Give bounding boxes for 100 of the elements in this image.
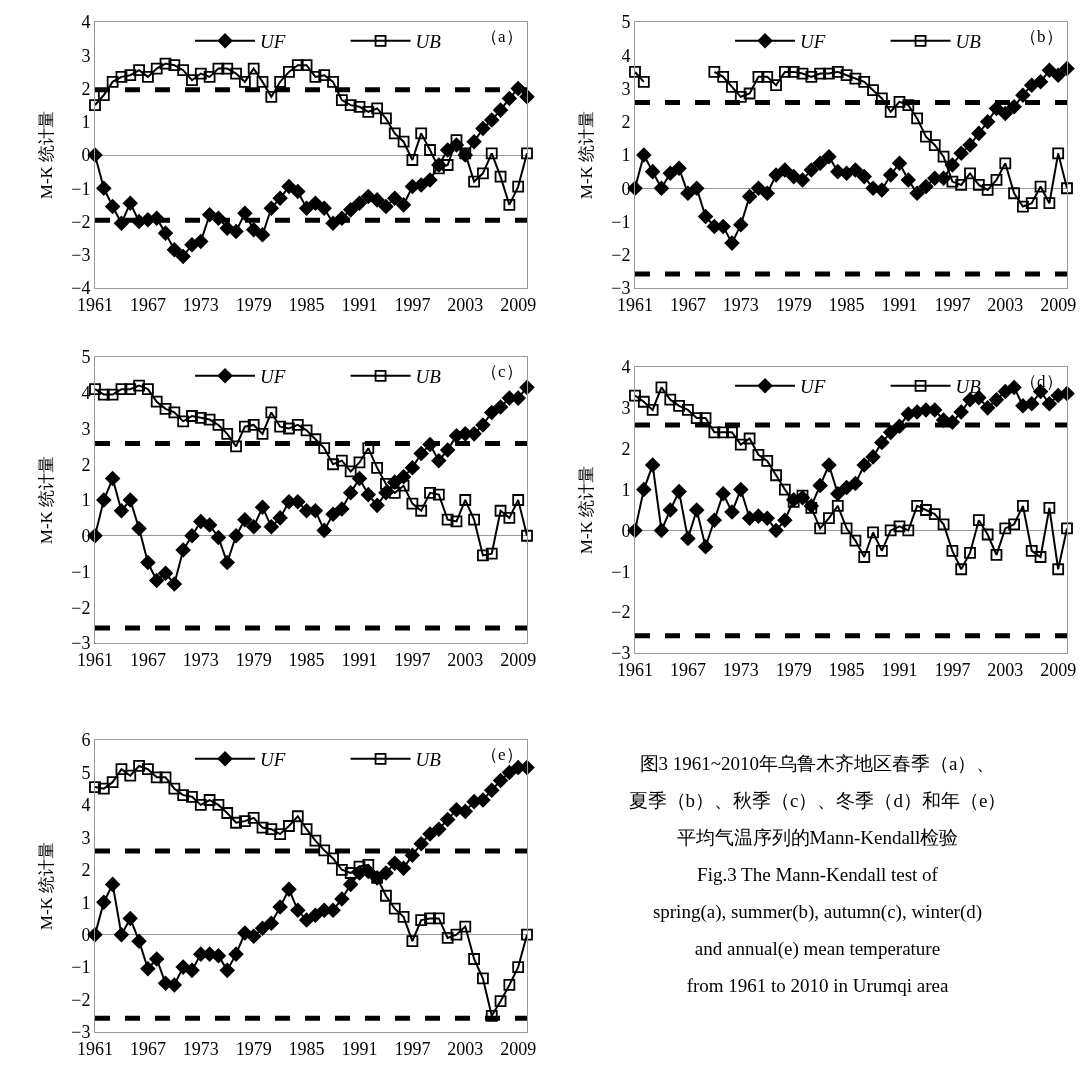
point	[184, 962, 200, 978]
point	[865, 449, 881, 465]
point	[673, 399, 685, 412]
point	[343, 202, 359, 218]
point	[777, 512, 793, 528]
point	[805, 70, 818, 83]
point	[290, 902, 306, 918]
point	[263, 519, 279, 535]
point	[761, 455, 774, 467]
legend-label: UF	[260, 31, 286, 53]
x-tick-label: 1979	[775, 294, 812, 315]
point	[440, 812, 456, 827]
point	[255, 499, 270, 515]
point	[937, 518, 950, 531]
point	[831, 65, 844, 78]
text: spring(a), summer(b), autumn(c), winter(d)	[651, 900, 984, 924]
point	[761, 70, 774, 83]
point	[343, 485, 359, 501]
x-tick-label: 2009	[500, 649, 537, 670]
point	[309, 834, 322, 847]
y-tick-label: −2	[611, 245, 631, 266]
point	[246, 519, 262, 535]
point	[734, 90, 747, 103]
x-tick-label: 1967	[129, 1038, 166, 1059]
point	[387, 855, 403, 871]
point	[717, 70, 730, 83]
y-tick-label: 3	[621, 78, 631, 99]
point	[177, 789, 190, 802]
point	[654, 523, 669, 538]
x-tick-label: 1985	[828, 294, 865, 315]
point	[494, 504, 507, 517]
point	[884, 524, 897, 537]
point	[733, 217, 749, 233]
point	[503, 198, 516, 211]
point	[892, 418, 907, 434]
point	[352, 471, 367, 486]
legend-label: UB	[415, 31, 442, 53]
x-tick-label: 1973	[182, 1038, 219, 1059]
point	[186, 790, 198, 803]
point	[397, 135, 410, 148]
point	[814, 522, 827, 535]
point	[159, 771, 172, 784]
point	[981, 528, 994, 541]
point	[159, 57, 172, 70]
point	[812, 155, 828, 171]
point	[122, 911, 138, 926]
y-tick-label: 4	[81, 795, 91, 816]
point	[114, 215, 129, 231]
point	[883, 424, 899, 440]
point	[106, 388, 119, 401]
point	[265, 90, 278, 103]
point	[124, 769, 137, 782]
x-tick-label: 1979	[775, 659, 812, 680]
point	[689, 502, 705, 518]
point	[893, 520, 906, 533]
point	[840, 522, 853, 535]
x-tick-label: 1967	[129, 294, 166, 315]
y-axis-title: M-K 统计量	[576, 465, 596, 555]
point	[238, 420, 251, 433]
x-tick-label: 1985	[828, 659, 865, 680]
point	[768, 167, 784, 183]
point	[203, 794, 216, 806]
y-tick-label: −2	[71, 211, 91, 232]
x-tick-label: 2009	[500, 1038, 537, 1059]
point	[432, 488, 445, 501]
point	[937, 150, 950, 163]
point	[972, 514, 985, 527]
point	[96, 180, 112, 196]
point	[265, 406, 278, 419]
point	[708, 426, 721, 439]
point	[867, 526, 879, 539]
point	[981, 184, 994, 196]
point	[468, 175, 480, 188]
point	[971, 125, 987, 141]
point	[1059, 386, 1075, 401]
point	[89, 99, 101, 112]
point	[318, 69, 331, 82]
point	[114, 927, 129, 943]
point	[432, 162, 445, 175]
y-tick-label: 2	[81, 454, 91, 475]
point	[1017, 200, 1029, 213]
point	[477, 167, 489, 180]
point	[849, 72, 862, 85]
point	[848, 476, 863, 491]
point	[388, 902, 401, 915]
y-tick-label: 4	[81, 12, 91, 33]
point	[1006, 99, 1022, 115]
point	[892, 155, 907, 171]
y-tick-label: 1	[621, 145, 631, 166]
y-tick-label: −2	[611, 602, 631, 623]
point	[900, 172, 916, 188]
point	[212, 62, 225, 75]
point	[724, 235, 740, 251]
point	[228, 528, 244, 544]
point	[396, 469, 411, 485]
point	[503, 979, 516, 991]
y-tick-label: 2	[81, 860, 91, 881]
point	[654, 180, 669, 196]
point	[964, 167, 976, 180]
point	[316, 522, 332, 538]
